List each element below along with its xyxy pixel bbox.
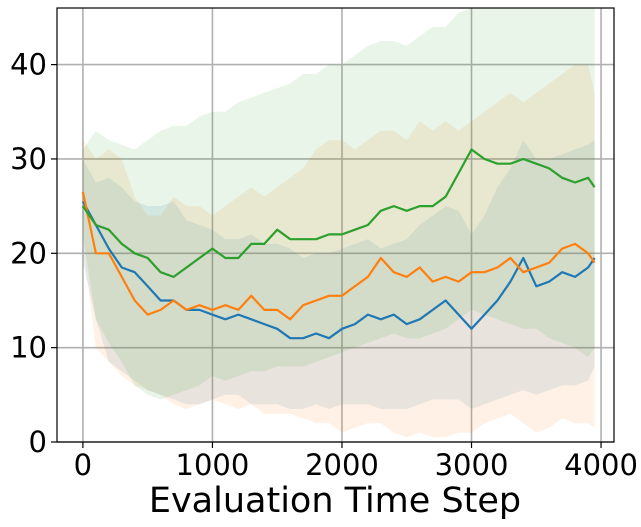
series-1-line <box>81 200 596 340</box>
series-1-band <box>82 140 595 409</box>
plot-background <box>57 8 614 442</box>
x-axis-title: Evaluation Time Step <box>149 481 521 521</box>
series-2-line <box>81 191 596 321</box>
series-3-line <box>81 148 596 278</box>
x-axis-ticks: 0 1000 2000 3000 4000 <box>74 442 638 482</box>
x-tick-label: 0 <box>74 448 92 482</box>
y-axis-ticks: 0 10 20 30 40 <box>10 48 57 459</box>
plot-frame <box>56 7 615 443</box>
series-3-band <box>82 8 595 400</box>
x-tick-label: 3000 <box>435 448 509 482</box>
series-lines <box>81 148 596 340</box>
y-tick-label: 30 <box>10 142 47 176</box>
y-tick-label: 20 <box>10 236 47 270</box>
y-tick-label: 0 <box>29 425 47 459</box>
y-tick-label: 10 <box>10 331 47 365</box>
x-tick-label: 1000 <box>176 448 250 482</box>
y-tick-label: 40 <box>10 48 47 82</box>
x-tick-label: 4000 <box>564 448 638 482</box>
x-tick-label: 2000 <box>305 448 379 482</box>
